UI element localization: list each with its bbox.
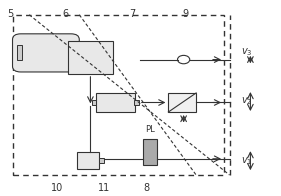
Text: PL: PL: [145, 125, 155, 134]
Text: 11: 11: [98, 183, 110, 193]
Text: 7: 7: [129, 9, 136, 19]
Text: $v_1$: $v_1$: [241, 155, 252, 167]
Text: 5: 5: [7, 9, 13, 19]
Text: 6: 6: [63, 9, 69, 19]
Text: $v_3$: $v_3$: [241, 46, 252, 58]
Bar: [76, 152, 99, 169]
Bar: [71, 45, 76, 60]
Text: 10: 10: [51, 183, 63, 193]
Bar: [134, 100, 139, 105]
Bar: [168, 93, 196, 112]
Bar: [92, 100, 96, 105]
Bar: [99, 158, 104, 163]
FancyBboxPatch shape: [13, 34, 79, 72]
Bar: [96, 93, 135, 112]
Text: $v_2$: $v_2$: [241, 96, 252, 107]
Bar: [68, 41, 113, 74]
Bar: [143, 139, 157, 165]
Text: 8: 8: [143, 183, 149, 193]
Text: 9: 9: [182, 9, 188, 19]
Bar: [17, 45, 22, 60]
